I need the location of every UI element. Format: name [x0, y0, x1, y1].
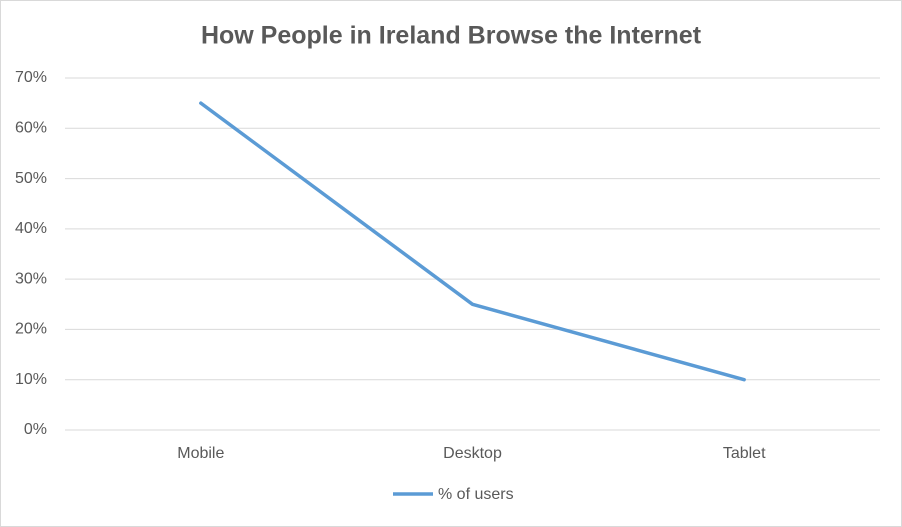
y-tick-label: 50% — [15, 170, 47, 187]
y-tick-label: 70% — [15, 69, 47, 86]
y-tick-label: 20% — [15, 321, 47, 338]
y-tick-label: 10% — [15, 371, 47, 388]
y-tick-label: 0% — [24, 421, 47, 438]
x-tick-label: Desktop — [443, 445, 502, 462]
y-tick-label: 60% — [15, 120, 47, 137]
x-tick-label: Tablet — [723, 445, 766, 462]
y-tick-label: 30% — [15, 270, 47, 287]
x-tick-label: Mobile — [177, 445, 224, 462]
chart-title: How People in Ireland Browse the Interne… — [201, 22, 702, 50]
y-tick-label: 40% — [15, 220, 47, 237]
legend-label: % of users — [438, 486, 514, 503]
data-line — [199, 101, 746, 382]
